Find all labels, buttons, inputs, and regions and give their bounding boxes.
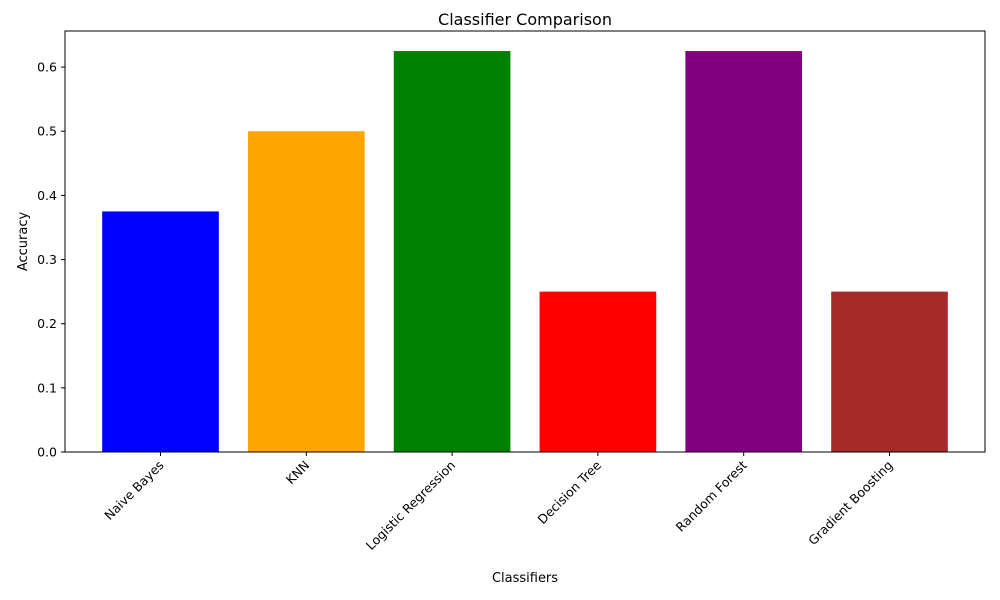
y-ticks-group: 0.0 0.1 0.2 0.3 0.4 0.5 0.6 (37, 60, 65, 460)
y-tick-label: 0.3 (37, 252, 57, 267)
bar-gradient-boosting (831, 291, 948, 452)
x-tick-label: Naive Bayes (101, 458, 166, 523)
y-tick-label: 0.0 (37, 445, 57, 460)
y-tick-label: 0.5 (37, 124, 57, 139)
x-axis-label: Classifiers (492, 571, 558, 586)
y-tick-label: 0.2 (37, 316, 57, 331)
x-tick-label: Logistic Regression (363, 458, 458, 553)
bar-knn (247, 131, 365, 452)
bar-random-forest (685, 51, 803, 453)
y-axis-label: Accuracy (16, 212, 31, 272)
bars-group (102, 51, 948, 453)
axes-frame (64, 30, 986, 453)
x-tick-label: Random Forest (673, 457, 750, 534)
x-tick-label: KNN (283, 458, 313, 488)
bar-naive-bayes (102, 211, 219, 452)
chart-title: Classifier Comparison (438, 10, 612, 29)
bar-logistic-regression (393, 51, 511, 453)
x-ticks-group: Naive Bayes KNN Logistic Regression Decisio… (101, 452, 896, 553)
y-tick-label: 0.1 (37, 380, 57, 395)
bar-decision-tree (539, 291, 657, 452)
y-tick-label: 0.6 (37, 60, 57, 75)
x-tick-label: Gradient Boosting (805, 458, 896, 549)
x-tick-label: Decision Tree (535, 457, 605, 527)
y-tick-label: 0.4 (37, 188, 57, 203)
